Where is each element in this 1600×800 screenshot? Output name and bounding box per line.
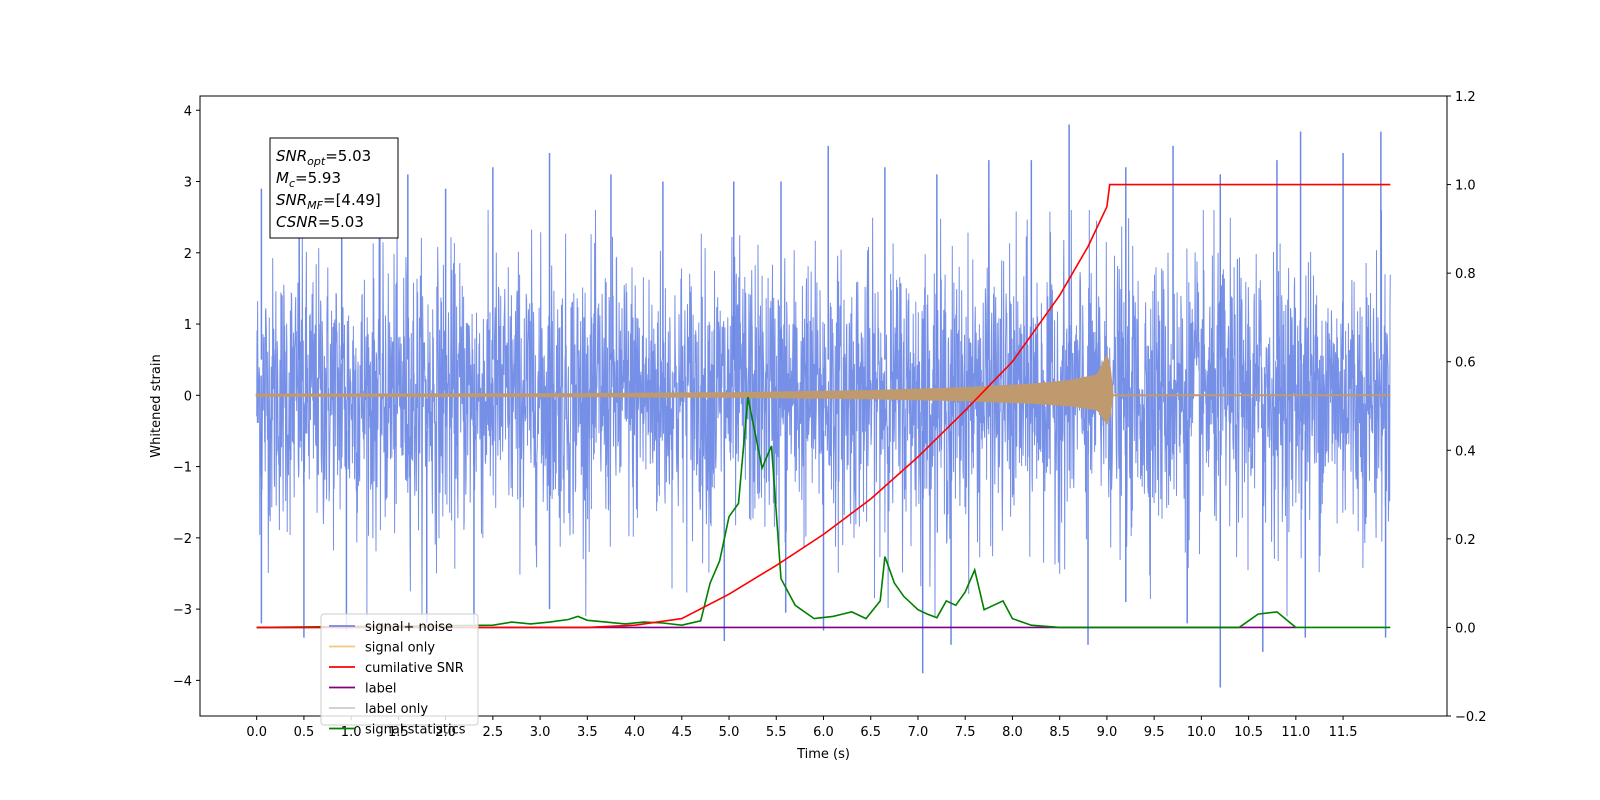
x-tick-label: 10.0	[1187, 725, 1216, 740]
signal-only-series	[255, 353, 1391, 425]
y2-tick-label: 1.2	[1455, 90, 1476, 105]
y2-axis-ticks: 1.2 1.0 0.8 0.6 0.4 0.2 0.0 −0.2	[1447, 90, 1487, 725]
x-tick-label: 7.5	[955, 725, 976, 740]
legend-label: signal statistics	[365, 723, 466, 738]
signal-only-line	[255, 353, 1391, 425]
legend-label: signal only	[365, 641, 435, 656]
x-tick-label: 0.5	[294, 725, 315, 740]
x-tick-label: 2.0	[435, 725, 456, 740]
cumulative-snr-line	[256, 183, 1391, 629]
x-tick-label: 1.5	[388, 725, 409, 740]
y-tick-label: 4	[184, 104, 192, 119]
y-axis-ticks: 4 3 2 1 0 −1 −2 −3 −4	[173, 104, 200, 689]
legend-label: signal+ noise	[365, 620, 453, 635]
x-axis-ticks: 0.0 0.5 1.0 1.5 2.0 2.5 3.0 3.5 4.0 4.5 5.0 5.5 6.0 6…	[246, 716, 1358, 740]
annotation-symbol: SNR	[276, 191, 307, 209]
y-tick-label: 3	[184, 176, 192, 191]
legend-frame	[320, 613, 479, 726]
y2-tick-label: 0.2	[1455, 533, 1476, 548]
y2-tick-label: 0.0	[1455, 621, 1476, 636]
x-tick-label: 3.5	[577, 725, 598, 740]
annotation-value: =5.03	[318, 213, 364, 231]
x-tick-label: 11.5	[1329, 725, 1358, 740]
signal-noise-series	[256, 124, 1391, 688]
annotation-line: CSNR=5.03	[276, 213, 364, 231]
annotation-symbol: M	[276, 169, 289, 187]
annotation-value: =[4.49]	[323, 191, 381, 209]
x-tick-label: 8.5	[1049, 725, 1070, 740]
y-tick-label: −3	[173, 603, 192, 618]
y-tick-label: 1	[184, 318, 192, 333]
x-tick-label: 1.0	[341, 725, 362, 740]
x-axis-label: Time (s)	[796, 747, 850, 762]
annotation-line: SNRopt=5.03	[276, 147, 371, 168]
x-tick-label: 2.5	[483, 725, 504, 740]
x-tick-label: 0.0	[246, 725, 267, 740]
annotation-symbol: CSNR	[276, 213, 318, 231]
y-tick-label: 0	[184, 389, 192, 404]
legend-label: cumilative SNR	[365, 661, 464, 676]
y-tick-label: −1	[173, 461, 192, 476]
annotation-symbol: SNR	[276, 147, 307, 165]
x-tick-label: 6.5	[860, 725, 881, 740]
annotation-line: SNRMF=[4.49]	[276, 191, 381, 212]
legend: signal+ noise signal only cumilative SNR la…	[320, 613, 479, 738]
x-tick-label: 6.0	[813, 725, 834, 740]
x-tick-label: 3.0	[530, 725, 551, 740]
x-tick-label: 4.5	[671, 725, 692, 740]
annotation-value: =5.93	[295, 169, 341, 187]
x-tick-label: 10.5	[1234, 725, 1263, 740]
y-tick-label: 2	[184, 247, 192, 262]
annotation-line: Mc=5.93	[276, 169, 341, 190]
legend-label: label	[365, 682, 396, 697]
y2-tick-label: 0.6	[1455, 356, 1476, 371]
x-tick-label: 9.0	[1097, 725, 1118, 740]
annotation-subscript: MF	[307, 199, 323, 212]
y2-tick-label: 1.0	[1455, 179, 1476, 194]
annotation-subscript: opt	[307, 155, 326, 168]
y-tick-label: −2	[173, 532, 192, 547]
annotation-value: =5.03	[325, 147, 371, 165]
y2-tick-label: 0.8	[1455, 267, 1476, 282]
x-tick-label: 11.0	[1281, 725, 1310, 740]
y2-tick-label: 0.4	[1455, 444, 1476, 459]
annotation-frame	[269, 137, 399, 239]
y-tick-label: −4	[173, 674, 192, 689]
annotation-subscript: c	[289, 177, 295, 190]
x-tick-label: 8.0	[1002, 725, 1023, 740]
x-tick-label: 4.0	[624, 725, 645, 740]
y-axis-label: Whitened strain	[149, 354, 164, 457]
x-tick-label: 7.0	[908, 725, 929, 740]
y2-tick-label: −0.2	[1455, 710, 1487, 725]
x-tick-label: 5.5	[766, 725, 787, 740]
x-tick-label: 5.0	[719, 725, 740, 740]
x-tick-label: 9.5	[1144, 725, 1165, 740]
signal-statistics-line	[256, 396, 1391, 629]
legend-label: label only	[365, 702, 428, 717]
